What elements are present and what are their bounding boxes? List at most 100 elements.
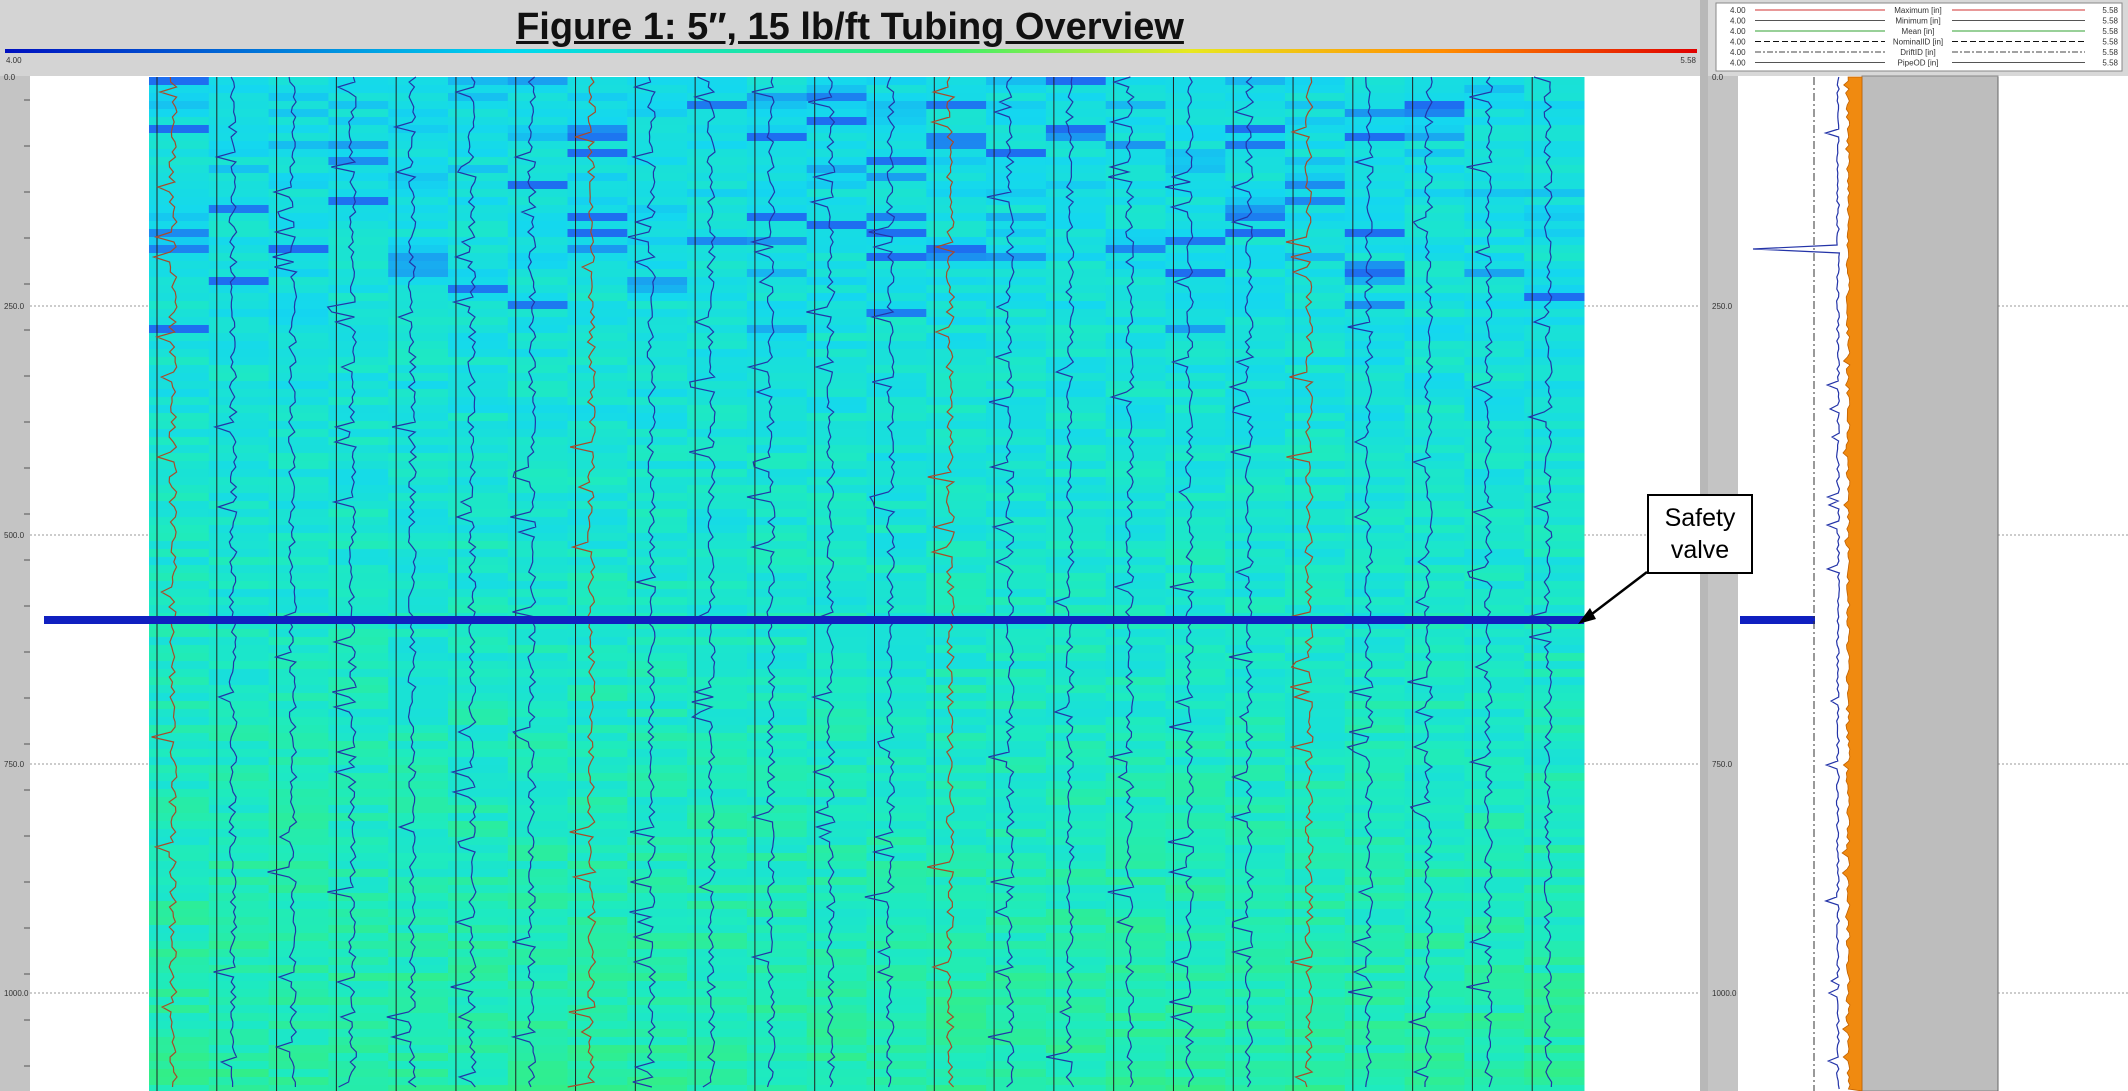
heat-cell xyxy=(1464,277,1525,286)
heat-cell xyxy=(448,341,509,350)
heat-cell xyxy=(866,381,927,390)
heat-cell xyxy=(1045,93,1107,102)
heat-cell xyxy=(208,77,270,86)
heat-cell xyxy=(567,869,628,878)
heat-cell xyxy=(1524,1045,1585,1054)
heat-cell xyxy=(1045,925,1107,934)
heat-cell xyxy=(1225,197,1286,206)
heat-cell xyxy=(866,941,927,950)
heat-cell xyxy=(1524,589,1585,598)
heat-cell xyxy=(1285,933,1346,942)
heat-cell xyxy=(1404,893,1465,902)
heat-cell xyxy=(208,1045,270,1054)
heat-cell xyxy=(1165,1085,1226,1091)
heat-cell xyxy=(627,149,688,158)
heat-cell xyxy=(208,269,270,278)
heat-cell xyxy=(1225,117,1286,126)
depth-label: 500.0 xyxy=(4,531,25,540)
heat-cell xyxy=(268,709,329,718)
heat-cell xyxy=(567,789,628,798)
heat-cell xyxy=(388,757,449,766)
heat-cell xyxy=(1165,733,1226,742)
heat-cell xyxy=(507,1085,569,1091)
heat-cell xyxy=(328,965,389,974)
heat-cell xyxy=(986,701,1047,710)
heat-cell xyxy=(687,749,748,758)
heat-cell xyxy=(448,389,509,398)
heat-cell xyxy=(1344,629,1406,638)
heat-cell xyxy=(1524,341,1585,350)
heat-cell xyxy=(1344,237,1406,246)
heat-cell xyxy=(746,293,808,302)
heat-cell xyxy=(806,1061,867,1070)
heat-cell xyxy=(1464,1013,1525,1022)
heat-cell xyxy=(986,933,1047,942)
heat-cell xyxy=(1045,109,1107,118)
heat-cell xyxy=(149,797,210,806)
heat-cell xyxy=(986,941,1047,950)
heat-cell xyxy=(866,813,927,822)
heat-cell xyxy=(1165,965,1226,974)
heat-cell xyxy=(567,373,628,382)
heat-cell xyxy=(208,541,270,550)
heat-cell xyxy=(1285,373,1346,382)
heat-cell xyxy=(1344,317,1406,326)
heat-cell xyxy=(268,373,329,382)
heat-cell xyxy=(1225,205,1286,214)
heat-cell xyxy=(627,541,688,550)
heat-cell xyxy=(149,669,210,678)
heat-cell xyxy=(806,349,867,358)
heat-cell xyxy=(1464,821,1525,830)
heat-cell xyxy=(806,533,867,542)
heat-cell xyxy=(1225,1061,1286,1070)
heat-cell xyxy=(1524,1021,1585,1030)
heat-cell xyxy=(1404,397,1465,406)
heat-cell xyxy=(208,693,270,702)
heat-cell xyxy=(388,677,449,686)
heat-cell xyxy=(1464,525,1525,534)
heat-cell xyxy=(1285,949,1346,958)
heat-cell xyxy=(687,1037,748,1046)
heat-cell xyxy=(208,597,270,606)
heat-cell xyxy=(567,477,628,486)
heat-cell xyxy=(1464,149,1525,158)
heat-cell xyxy=(1404,789,1465,798)
heat-cell xyxy=(1165,605,1226,614)
heat-cell xyxy=(1045,845,1107,854)
heat-cell xyxy=(1404,533,1465,542)
heat-cell xyxy=(388,165,449,174)
heat-cell xyxy=(1404,253,1465,262)
heat-cell xyxy=(448,693,509,702)
heat-cell xyxy=(627,109,688,118)
heat-cell xyxy=(746,253,808,262)
heat-cell xyxy=(1045,317,1107,326)
heat-cell xyxy=(1404,973,1465,982)
heat-cell xyxy=(149,637,210,646)
heat-cell xyxy=(149,293,210,302)
heat-cell xyxy=(208,157,270,166)
heat-cell xyxy=(687,1045,748,1054)
heat-cell xyxy=(507,989,569,998)
heat-cell xyxy=(1464,573,1525,582)
heat-cell xyxy=(866,853,927,862)
heat-cell xyxy=(746,469,808,478)
track-trace xyxy=(986,76,1015,1088)
heat-cell xyxy=(268,357,329,366)
heat-cell xyxy=(149,957,210,966)
heat-cell xyxy=(1045,1077,1107,1086)
heat-cell xyxy=(1285,205,1346,214)
heat-cell xyxy=(627,677,688,686)
heat-cell xyxy=(268,653,329,662)
heat-cell xyxy=(806,205,867,214)
heat-cell xyxy=(1524,853,1585,862)
heat-cell xyxy=(1165,853,1226,862)
heat-cell xyxy=(986,693,1047,702)
heat-cell xyxy=(149,949,210,958)
heat-cell xyxy=(1344,461,1406,470)
heat-cell xyxy=(746,581,808,590)
heat-cell xyxy=(746,957,808,966)
heat-cell xyxy=(1344,925,1406,934)
heat-cell xyxy=(746,629,808,638)
heat-cell xyxy=(1045,437,1107,446)
heat-cell xyxy=(1344,557,1406,566)
